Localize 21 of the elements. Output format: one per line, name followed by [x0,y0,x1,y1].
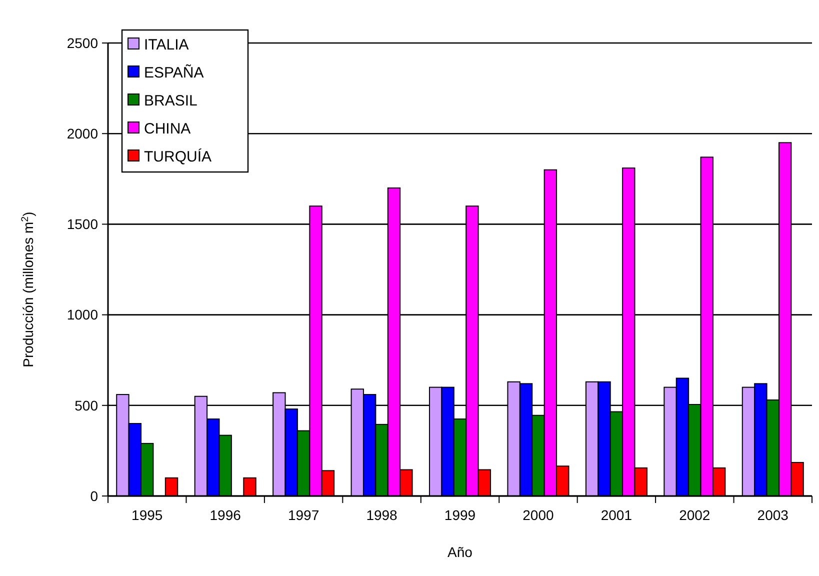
x-tick-label: 2003 [757,507,789,523]
legend-label: CHINA [144,120,191,138]
x-tick-label: 1999 [444,507,476,523]
y-tick-label: 0 [90,488,98,504]
x-axis-title: Año [448,544,473,560]
legend-label: ITALIA [144,36,189,54]
x-tick-label: 1995 [132,507,163,523]
y-tick-label: 500 [74,397,98,414]
x-tick-label: 2001 [600,507,632,523]
legend-label: ESPAÑA [144,63,204,82]
x-tick-label: 1996 [210,507,242,523]
y-tick-label: 2500 [66,34,98,51]
y-tick-label: 2000 [66,126,98,142]
x-tick-label: 1997 [288,507,320,523]
x-tick-label: 2002 [679,507,710,523]
x-tick-label: 1998 [366,507,398,523]
legend-label: BRASIL [144,92,198,110]
legend-label: TURQUÍA [144,147,212,166]
y-tick-label: 1500 [66,216,98,232]
y-tick-label: 1000 [66,306,98,323]
x-tick-label: 2000 [522,507,554,523]
